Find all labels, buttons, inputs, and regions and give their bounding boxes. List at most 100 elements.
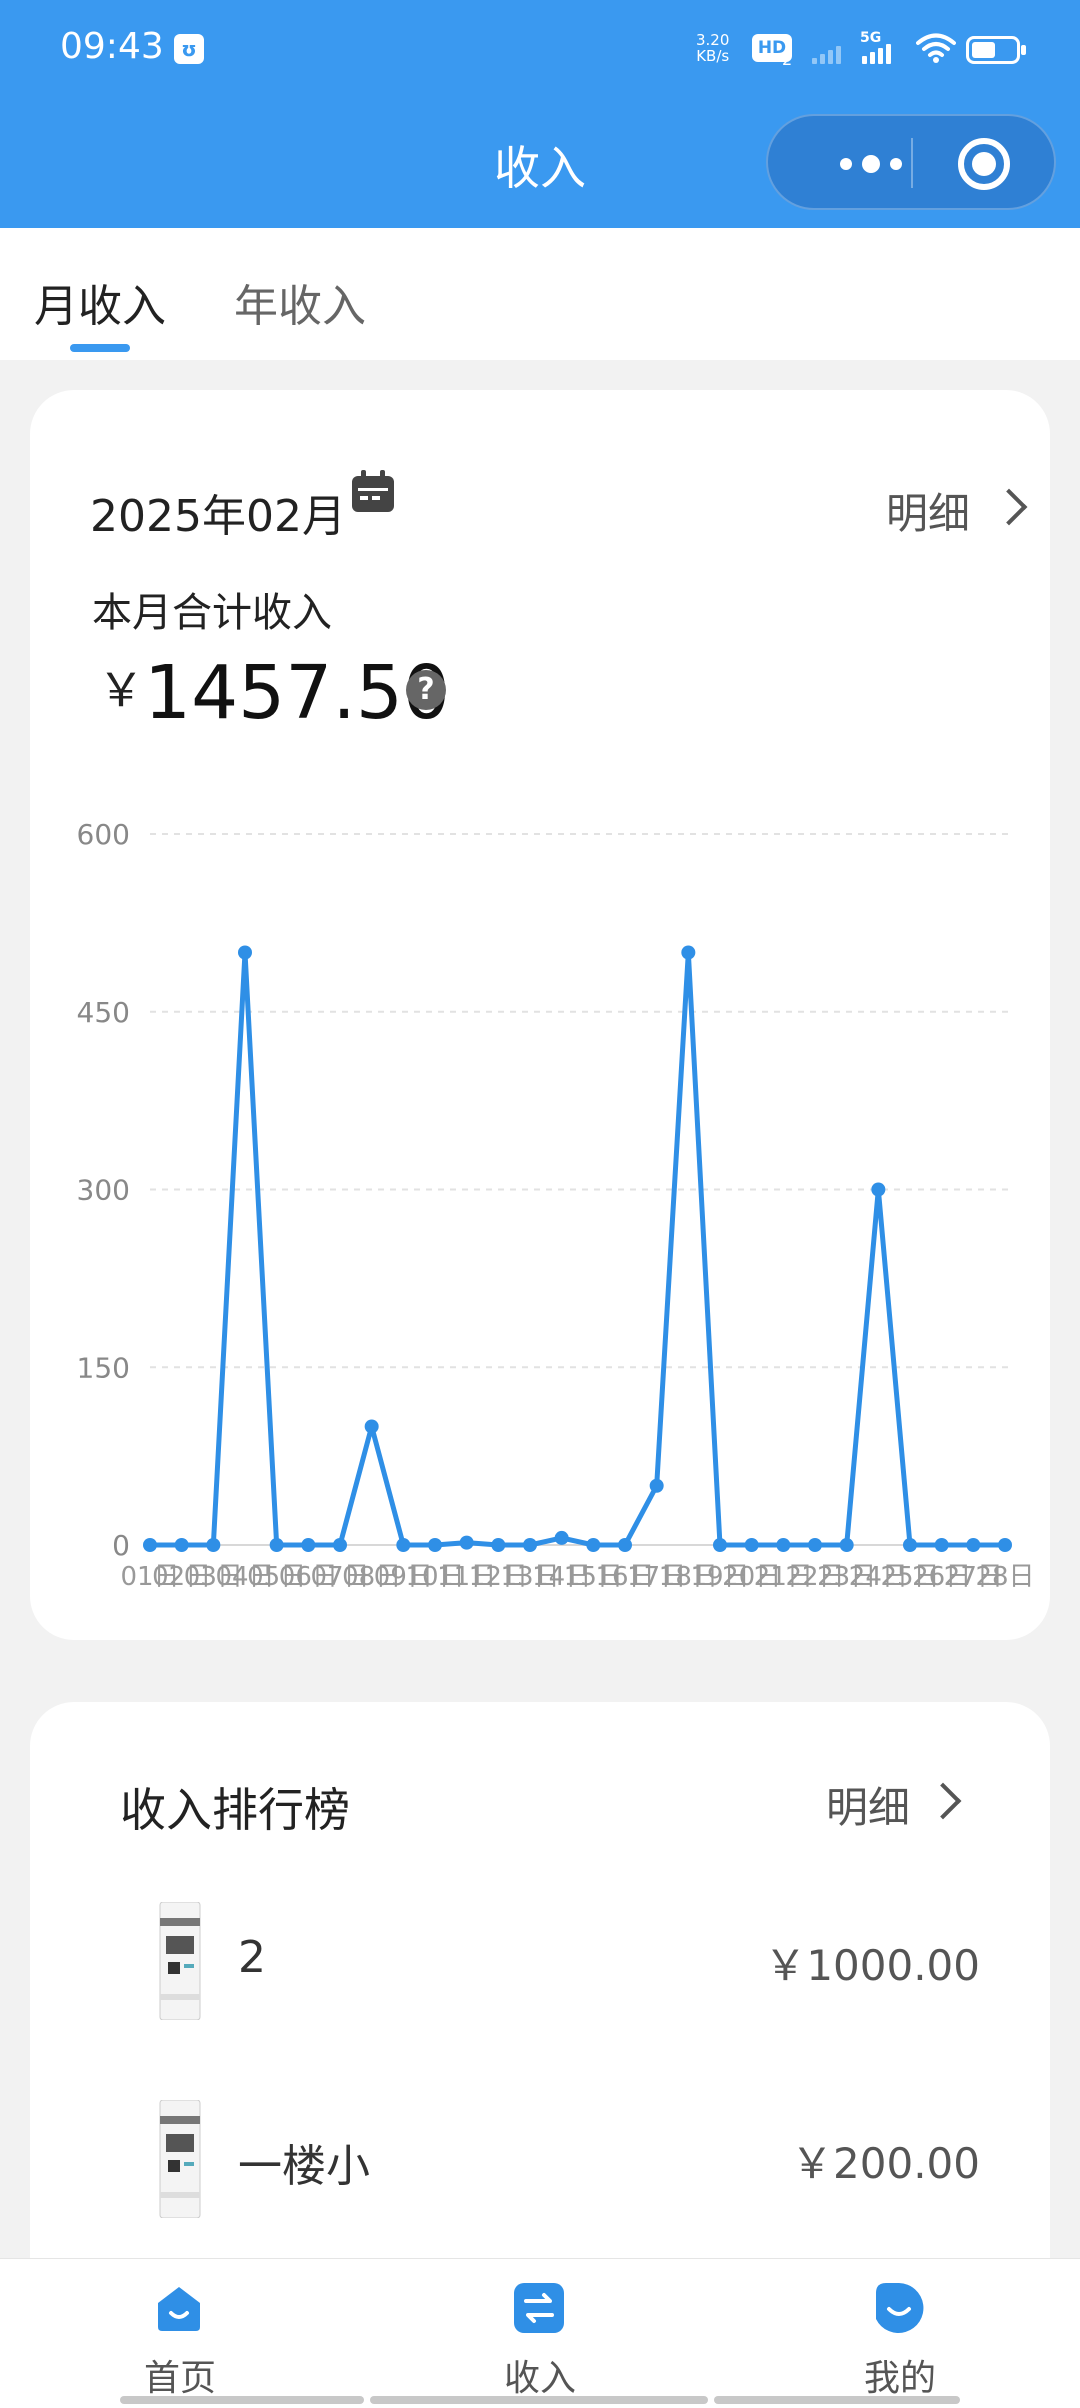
data-point: [491, 1538, 506, 1552]
exchange-icon: [514, 2283, 564, 2333]
data-point: [143, 1538, 157, 1552]
more-menu-button[interactable]: [818, 116, 928, 208]
data-point: [333, 1538, 347, 1552]
calendar-icon[interactable]: [350, 468, 396, 514]
data-point: [554, 1530, 569, 1545]
income-tabs: 月收入 年收入: [0, 228, 1080, 360]
question-circle-icon[interactable]: ?: [406, 670, 446, 710]
total-income-value: 1457.50: [144, 650, 451, 736]
income-ranking-card: 收入排行榜 明细 2 ￥1000.00 一楼小 ￥200.00: [30, 1702, 1050, 2322]
x-tick-label: 02日: [152, 1562, 211, 1592]
chevron-right-icon[interactable]: [924, 1782, 962, 1820]
tab-monthly-income[interactable]: 月收入: [34, 281, 166, 332]
close-mini-program-button[interactable]: [958, 138, 1010, 190]
network-type: 5G: [860, 30, 882, 46]
x-tick-label: 08日: [342, 1562, 401, 1592]
x-tick-label: 06日: [279, 1562, 338, 1592]
x-tick-label: 07日: [310, 1562, 369, 1592]
y-tick-label: 450: [77, 996, 130, 1029]
data-point: [586, 1538, 601, 1552]
x-tick-label: 01日: [120, 1562, 179, 1592]
data-point: [998, 1538, 1012, 1552]
x-tick-label: 17日: [627, 1562, 686, 1592]
data-point: [396, 1538, 411, 1552]
x-tick-label: 16日: [595, 1562, 654, 1592]
tab-yearly-income[interactable]: 年收入: [234, 281, 366, 332]
nav-item-profile[interactable]: 我的: [720, 2259, 1080, 2408]
network-speed-unit: KB/s: [696, 47, 730, 65]
x-tick-label: 24日: [849, 1562, 908, 1592]
x-tick-label: 28日: [975, 1562, 1034, 1592]
ranking-item-name: 2: [238, 1932, 266, 1983]
nav-label-income: 收入: [503, 2358, 576, 2399]
data-point: [649, 1478, 664, 1493]
ranking-list-item[interactable]: 一楼小 ￥200.00: [30, 2100, 1050, 2260]
data-point: [206, 1538, 221, 1552]
x-tick-label: 21日: [754, 1562, 813, 1592]
data-point: [776, 1538, 791, 1552]
gesture-bar: [370, 2396, 708, 2404]
mini-program-capsule: [766, 114, 1056, 210]
hd-voice-sub: 2: [782, 50, 793, 69]
ranking-list-item[interactable]: 2 ￥1000.00: [30, 1902, 1050, 2062]
ranking-item-name: 一楼小: [238, 2141, 370, 2192]
x-tick-label: 23日: [817, 1562, 876, 1592]
x-tick-label: 03日: [184, 1562, 243, 1592]
data-point: [681, 945, 696, 960]
x-tick-label: 25日: [880, 1562, 939, 1592]
meter-device-icon: [159, 2100, 201, 2218]
dot-icon: [840, 158, 852, 170]
y-tick-label: 600: [77, 818, 130, 851]
x-tick-label: 26日: [912, 1562, 971, 1592]
signal-weak-icon: [812, 38, 841, 64]
x-tick-label: 11日: [437, 1562, 496, 1592]
data-point: [744, 1538, 759, 1552]
ranking-detail-link[interactable]: 明细: [826, 1783, 911, 1832]
bottom-navigation: 首页 收入 我的: [0, 2258, 1080, 2408]
data-point: [871, 1182, 886, 1197]
gesture-bar: [714, 2396, 960, 2404]
month-selector[interactable]: 2025年02月: [90, 491, 346, 542]
wifi-icon: [916, 33, 956, 63]
x-tick-label: 09日: [374, 1562, 433, 1592]
ranking-item-amount: ￥200.00: [791, 2139, 980, 2188]
x-tick-label: 19日: [690, 1562, 749, 1592]
data-point: [618, 1538, 632, 1552]
month-detail-link[interactable]: 明细: [886, 489, 971, 538]
data-point: [428, 1538, 442, 1552]
total-income-label: 本月合计收入: [92, 590, 332, 636]
x-tick-label: 04日: [215, 1562, 274, 1592]
series-line: [150, 950, 1005, 1548]
signal-icon: [862, 38, 891, 64]
active-tab-indicator: [70, 344, 130, 352]
data-point: [364, 1419, 379, 1434]
data-point: [523, 1538, 537, 1552]
x-tick-label: 15日: [564, 1562, 623, 1592]
y-tick-label: 0: [112, 1529, 130, 1562]
dot-icon: [890, 158, 902, 170]
page-title: 收入: [494, 141, 586, 195]
nav-item-income[interactable]: 收入: [360, 2259, 720, 2408]
y-tick-label: 150: [77, 1351, 130, 1384]
gesture-bar: [120, 2396, 364, 2404]
data-point: [238, 945, 252, 960]
meter-device-icon: [159, 1902, 201, 2020]
dot-icon: [862, 155, 880, 173]
x-tick-label: 18日: [659, 1562, 718, 1592]
nav-label-home: 首页: [143, 2358, 216, 2399]
data-point: [459, 1535, 474, 1550]
income-line-chart: 600 450 300 150 001日02日03日04日05日06日07日08日09日…: [77, 818, 1035, 1592]
x-tick-label: 05日: [247, 1562, 306, 1592]
x-tick-label: 13日: [500, 1562, 559, 1592]
x-tick-label: 27日: [944, 1562, 1003, 1592]
nav-item-home[interactable]: 首页: [0, 2259, 360, 2408]
notification-app-icon: ʊ: [174, 34, 204, 64]
currency-symbol: ￥: [98, 663, 144, 717]
capsule-divider: [911, 138, 913, 188]
data-point: [903, 1538, 917, 1552]
ranking-title: 收入排行榜: [120, 1783, 350, 1837]
data-point: [839, 1538, 854, 1552]
x-tick-label: 12日: [469, 1562, 528, 1592]
monthly-income-card: 2025年02月 明细 本月合计收入 ￥ 1457.50 ? 600 450 300…: [30, 390, 1050, 1640]
home-icon: [158, 2287, 200, 2331]
